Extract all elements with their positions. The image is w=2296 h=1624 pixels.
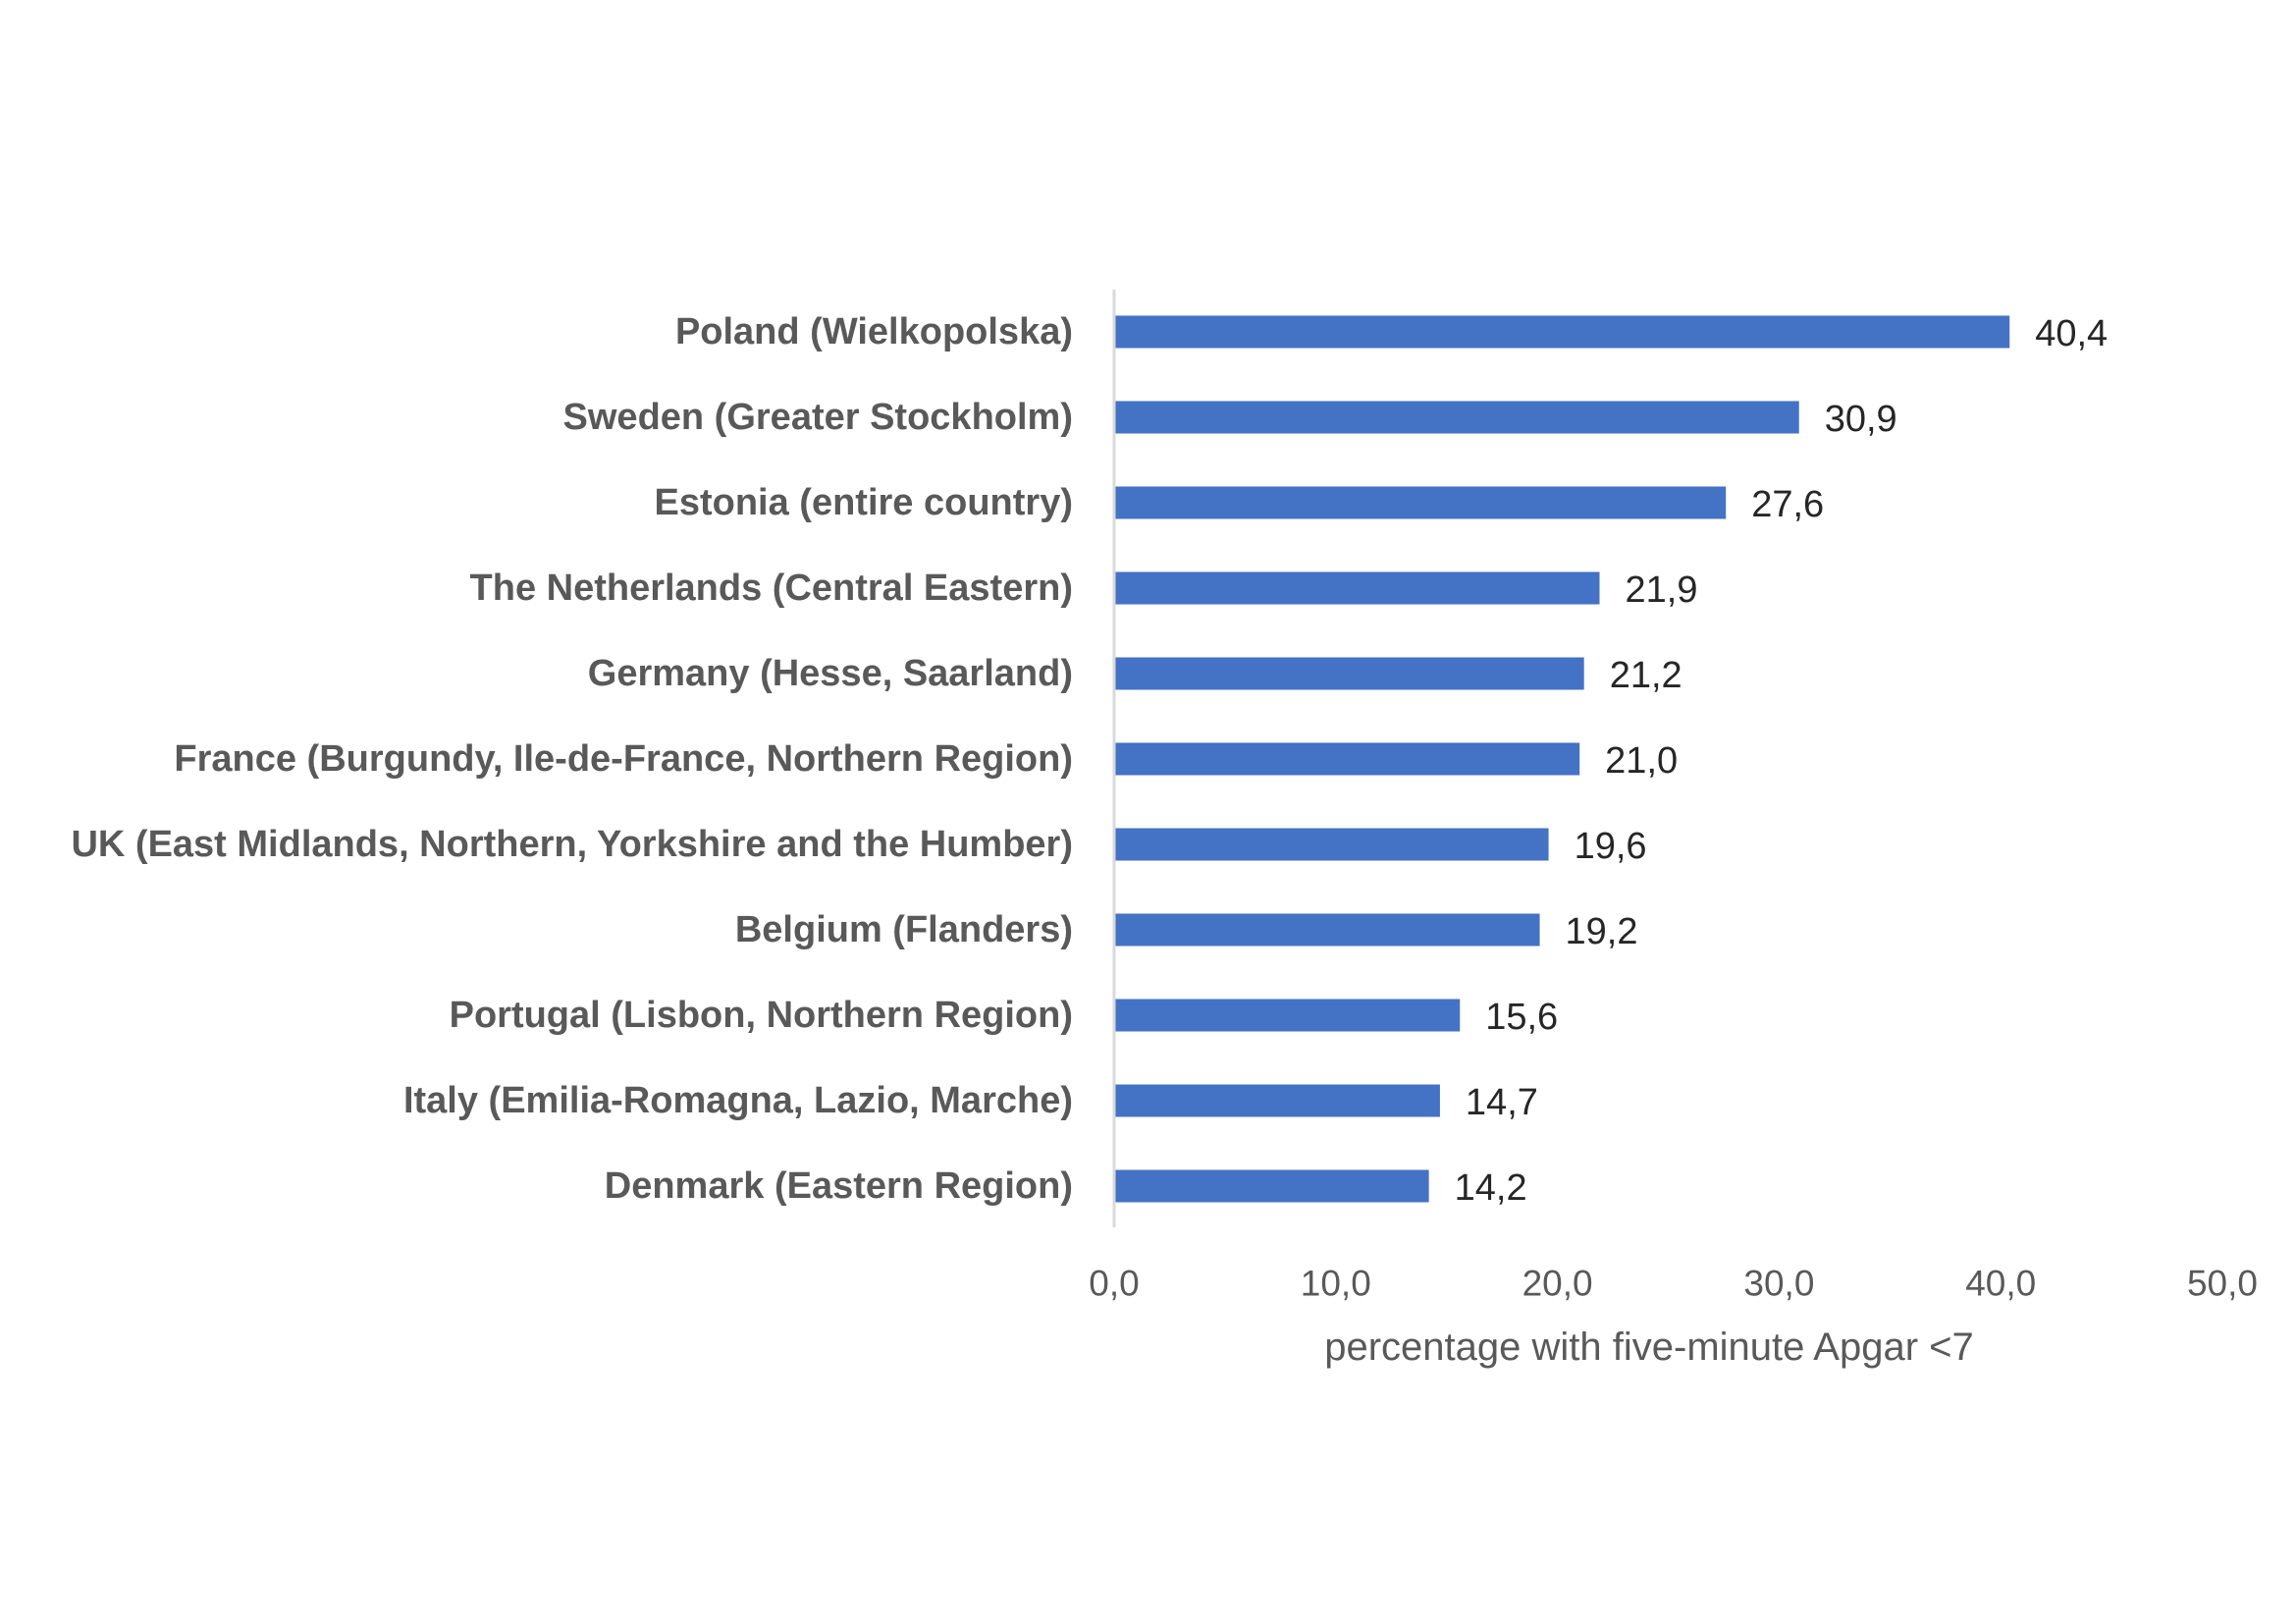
category-label: Belgium (Flanders)	[735, 909, 1073, 950]
x-tick-label: 50,0	[2187, 1264, 2258, 1304]
x-tick-label: 0,0	[1089, 1264, 1139, 1304]
x-axis-title: percentage with five-minute Apgar <7	[1324, 1326, 1974, 1369]
data-label: 27,6	[1751, 484, 1824, 525]
data-label: 14,7	[1466, 1082, 1538, 1123]
bar	[1114, 571, 1600, 605]
data-label: 21,0	[1605, 740, 1678, 782]
category-label: Portugal (Lisbon, Northern Region)	[450, 995, 1073, 1036]
bar	[1114, 401, 1799, 434]
bar	[1114, 486, 1727, 519]
category-label: Sweden (Greater Stockholm)	[563, 397, 1073, 438]
category-label: The Netherlands (Central Eastern)	[470, 568, 1073, 609]
category-label: Denmark (Eastern Region)	[605, 1165, 1073, 1207]
category-label: Estonia (entire country)	[655, 482, 1074, 523]
data-label: 19,6	[1575, 826, 1647, 867]
category-label: UK (East Midlands, Northern, Yorkshire a…	[71, 824, 1073, 865]
bar	[1114, 315, 2010, 349]
x-tick-label: 30,0	[1743, 1264, 1814, 1304]
x-tick-label: 40,0	[1965, 1264, 2036, 1304]
bar	[1114, 828, 1549, 861]
data-label: 21,2	[1610, 655, 1682, 696]
data-label: 14,2	[1455, 1167, 1527, 1209]
bar	[1114, 1169, 1429, 1203]
x-tick-label: 10,0	[1301, 1264, 1371, 1304]
data-label: 19,2	[1566, 911, 1638, 952]
bar	[1114, 1084, 1440, 1117]
category-label: Poland (Wielkopolska)	[675, 311, 1073, 352]
category-label: France (Burgundy, Ile-de-France, Norther…	[174, 738, 1073, 780]
bar	[1114, 742, 1580, 776]
bars-layer	[1114, 315, 2010, 1203]
category-label: Germany (Hesse, Saarland)	[588, 653, 1073, 694]
category-labels: Poland (Wielkopolska) Sweden (Greater Sto…	[71, 311, 1073, 1207]
bar	[1114, 657, 1584, 690]
value-labels: 40,4 30,9 27,6 21,9 21,2 21,0 19,6 19,2 15,6 14,7…	[1455, 313, 2109, 1209]
bar	[1114, 999, 1461, 1032]
data-label: 21,9	[1626, 569, 1698, 611]
data-label: 15,6	[1485, 997, 1558, 1038]
x-tick-label: 20,0	[1522, 1264, 1593, 1304]
data-label: 30,9	[1825, 399, 1897, 440]
data-label: 40,4	[2035, 313, 2108, 354]
x-tick-labels: 0,0 10,0 20,0 30,0 40,0 50,0	[1089, 1264, 2258, 1304]
bar	[1114, 913, 1540, 947]
category-label: Italy (Emilia-Romagna, Lazio, Marche)	[403, 1080, 1073, 1121]
